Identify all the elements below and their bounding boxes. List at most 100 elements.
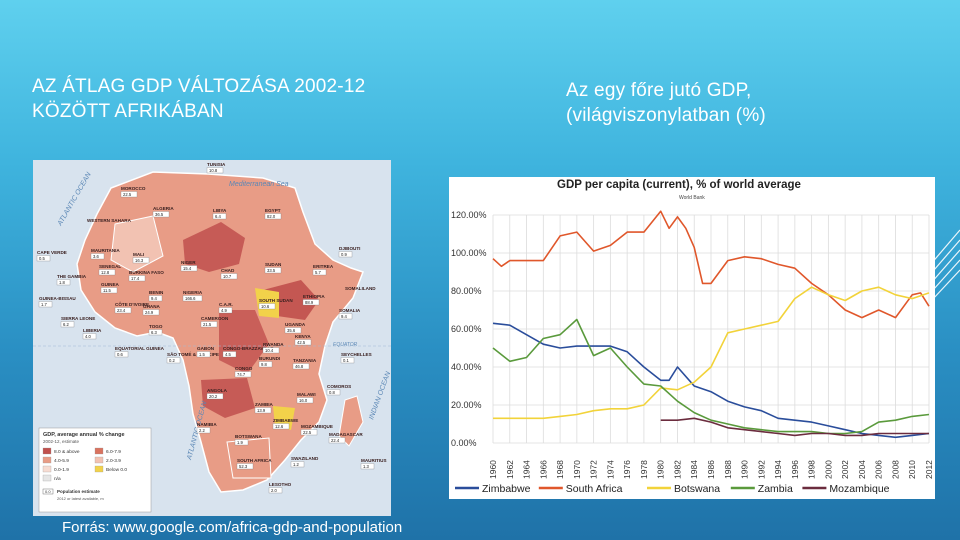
population-box (196, 427, 211, 434)
population-box (128, 275, 146, 282)
population-box (272, 423, 290, 430)
slide-title-left: AZ ÁTLAG GDP VÁLTOZÁSA 2002-12 KÖZÖTT AF… (32, 76, 366, 123)
x-tick-label: 2000 (823, 460, 833, 479)
x-tick-label: 1992 (756, 460, 766, 479)
country-name-label: RWANDA (263, 342, 284, 347)
country-name-label: SÃO TOMÉ & PRÍNCIPE (167, 350, 219, 357)
series-line-zimbabwe (492, 322, 930, 439)
x-tick-label: 1990 (740, 460, 750, 479)
population-value: 1.8 (59, 280, 65, 285)
population-value: 10.7 (223, 274, 232, 279)
x-tick-label: 1986 (706, 460, 716, 479)
population-box (132, 257, 150, 264)
x-tick-label: 1984 (689, 460, 699, 479)
country-name-label: SIERRA LEONE (61, 316, 95, 321)
population-box (212, 213, 227, 220)
x-tick-label: 1978 (639, 460, 649, 479)
population-value: 9.8 (261, 362, 267, 367)
population-box (236, 463, 254, 470)
x-tick-label: 1982 (672, 460, 682, 479)
population-value: 24.9 (145, 310, 154, 315)
population-box (60, 321, 75, 328)
population-value: 22.4 (331, 438, 340, 443)
population-box (254, 407, 272, 414)
legend-item-label: 0.0-1.9 (54, 467, 69, 473)
country-name-label: ANGOLA (207, 388, 228, 393)
legend-title: GDP, average annual % change (43, 432, 125, 438)
y-tick-label: 40.00% (451, 362, 482, 372)
population-box (328, 437, 346, 444)
country-name-label: MOROCCO (121, 186, 146, 191)
x-tick-label: 2012 (924, 460, 934, 479)
population-value: 13.9 (257, 408, 266, 413)
population-box (120, 191, 138, 198)
country-name-label: GHANA (143, 304, 161, 309)
country-name-label: TANZANIA (293, 358, 317, 363)
population-value: 17.4 (131, 276, 140, 281)
x-tick-label: 1962 (505, 460, 515, 479)
x-tick-label: 2004 (857, 460, 867, 479)
chart-title: GDP per capita (current), % of world ave… (557, 179, 801, 191)
country-name-label: MAURITIUS (361, 458, 387, 463)
country-name-label: EGYPT (265, 208, 281, 213)
population-value: 2.0 (271, 488, 277, 493)
population-box (338, 251, 353, 258)
population-box (36, 255, 51, 262)
legend-item-label: n/a (54, 476, 61, 482)
legend-item-label: 2.0-3.9 (106, 458, 121, 464)
gdp-per-capita-chart: GDP per capita (current), % of world ave… (449, 177, 935, 499)
population-value: 16.0 (299, 398, 308, 403)
y-tick-label: 100.00% (451, 248, 487, 258)
country-name-label: ALGERIA (153, 206, 174, 211)
country-name-label: MADAGASCAR (329, 432, 363, 437)
series-line-mozambique (660, 417, 929, 437)
population-value: 1.2 (293, 462, 299, 467)
x-tick-label: 1974 (605, 460, 615, 479)
country-name-label: NAMIBIA (197, 422, 217, 427)
population-value: 0.2 (169, 358, 175, 363)
population-box (258, 303, 276, 310)
country-name-label: SUDAN (265, 262, 282, 267)
country-name-label: EQUATORIAL GUINEA (115, 346, 165, 351)
legend-series-label: Zimbabwe (482, 483, 531, 495)
population-value: 21.5 (203, 322, 212, 327)
country-name-label: GUINEA (101, 282, 120, 287)
country-name-label: GUINEA-BISSAU (39, 296, 76, 301)
country-name-label: BENIN (149, 290, 164, 295)
x-tick-label: 1976 (622, 460, 632, 479)
legend-item-label: 6.0-7.9 (106, 449, 121, 455)
legend-series-label: Mozambique (829, 483, 889, 495)
series-line-south-africa (492, 210, 930, 319)
population-box (206, 167, 224, 174)
country-name-label: CONGO-BRAZZAVILLE (223, 346, 273, 351)
country-name-label: CAMEROON (201, 316, 229, 321)
legend-swatch (42, 447, 52, 455)
population-box (312, 269, 327, 276)
x-tick-label: 2002 (840, 460, 850, 479)
country-name-label: LESOTHO (269, 482, 292, 487)
population-box (284, 327, 302, 334)
country-name-label: UGANDA (285, 322, 306, 327)
country-name-label: SOMALILAND (345, 286, 376, 291)
country-name-label: WESTERN SAHARA (87, 218, 132, 223)
x-tick-label: 1960 (488, 460, 498, 479)
population-value: 36.5 (155, 212, 164, 217)
population-box (300, 429, 318, 436)
population-value: 12.8 (101, 270, 110, 275)
country-name-label: GABON (197, 346, 215, 351)
legend-swatch (94, 456, 104, 464)
country-name-label: BURKINA FASO (129, 270, 164, 275)
population-box (90, 253, 105, 260)
population-value: 1.7 (41, 302, 47, 307)
country-name-label: ZIMBABWE (273, 418, 298, 423)
population-value: 2.2 (199, 428, 205, 433)
legend-pop-sub: 2012 or latest available, m (57, 496, 104, 501)
population-box (264, 267, 282, 274)
population-value: 4.0 (85, 334, 91, 339)
legend-swatch (94, 465, 104, 473)
population-value: 1.5 (199, 352, 205, 357)
legend-swatch (42, 465, 52, 473)
population-value: 22.5 (123, 192, 132, 197)
x-tick-label: 1966 (538, 460, 548, 479)
population-box (56, 279, 71, 286)
